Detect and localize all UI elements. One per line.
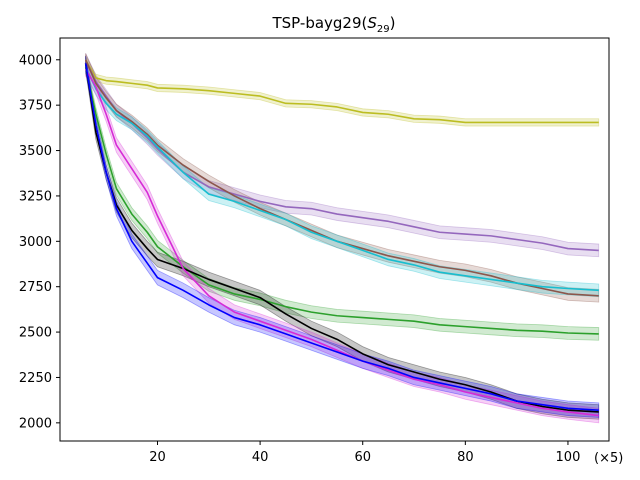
x-axis: 20 40 60 80 100	[149, 441, 580, 465]
series-line-blue	[84, 63, 599, 411]
band-blue	[85, 56, 600, 418]
series-line-magenta	[84, 68, 599, 417]
band-green	[85, 60, 600, 341]
chart-title: TSP-bayg29(S29)	[272, 14, 396, 35]
band-olive	[85, 54, 600, 127]
series-lines	[84, 59, 599, 417]
confidence-bands	[85, 53, 600, 424]
series-line-brown	[84, 59, 599, 297]
x-multiplier-label: (×5)	[594, 451, 623, 466]
x-tick-label: 60	[354, 450, 371, 465]
y-tick-label: 3250	[19, 189, 52, 204]
band-cyan	[85, 60, 600, 298]
band-black	[85, 56, 600, 420]
series-line-olive	[84, 59, 599, 124]
x-tick-label: 80	[457, 450, 474, 465]
y-tick-label: 2750	[19, 280, 52, 295]
y-tick-label: 2000	[19, 416, 52, 431]
band-magenta	[85, 60, 600, 424]
x-tick-label: 40	[252, 450, 269, 465]
y-tick-label: 2500	[19, 326, 52, 341]
y-tick-label: 4000	[19, 53, 52, 68]
y-tick-label: 3750	[19, 99, 52, 114]
series-line-black	[84, 63, 599, 413]
y-axis: 2000 2250 2500 2750 3000 3250 3500 3750 4000	[19, 53, 60, 431]
x-tick-label: 100	[556, 450, 581, 465]
plot-frame	[59, 37, 610, 442]
y-tick-label: 3000	[19, 235, 52, 250]
series-line-green	[84, 66, 599, 335]
y-tick-label: 2250	[19, 371, 52, 386]
y-tick-label: 3500	[19, 144, 52, 159]
series-line-cyan	[84, 66, 599, 292]
x-tick-label: 20	[149, 450, 166, 465]
